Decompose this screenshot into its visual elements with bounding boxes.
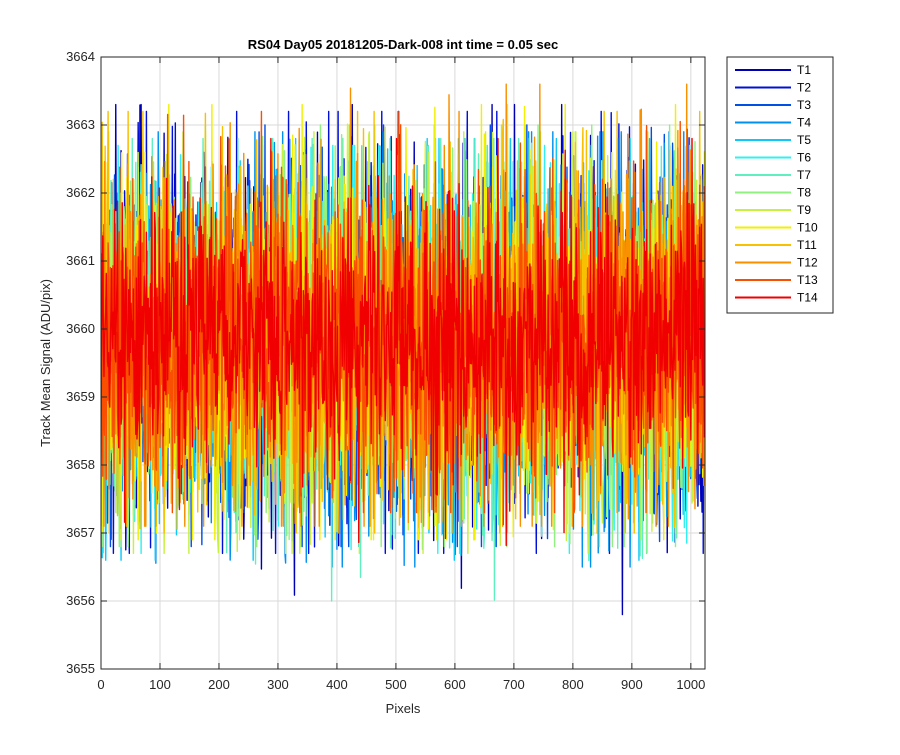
legend-label-t14: T14 xyxy=(797,291,818,305)
legend-items: T1 T2 T3 T4 T5 T6 T7 T8 T9 T10 T11 T12 T13 T14 xyxy=(735,63,818,305)
y-tick-label: 3661 xyxy=(66,253,95,268)
x-axis-label: Pixels xyxy=(386,701,421,716)
x-tick-label: 600 xyxy=(444,677,466,692)
legend-label-t7: T7 xyxy=(797,168,811,182)
legend-label-t12: T12 xyxy=(797,256,818,270)
y-axis-label: Track Mean Signal (ADU/pix) xyxy=(38,279,53,447)
legend-label-t6: T6 xyxy=(797,151,811,165)
legend-label-t11: T11 xyxy=(797,238,817,252)
x-tick-label: 300 xyxy=(267,677,289,692)
legend-label-t13: T13 xyxy=(797,273,818,287)
x-tick-label: 100 xyxy=(149,677,171,692)
series-lines xyxy=(101,83,705,616)
x-tick-label: 400 xyxy=(326,677,348,692)
x-tick-label: 1000 xyxy=(676,677,705,692)
y-tick-label: 3664 xyxy=(66,49,95,64)
y-tick-label: 3657 xyxy=(66,525,95,540)
legend-label-t8: T8 xyxy=(797,186,811,200)
y-tick-label: 3662 xyxy=(66,185,95,200)
legend-label-t3: T3 xyxy=(797,98,811,112)
y-tick-label: 3659 xyxy=(66,389,95,404)
legend-label-t9: T9 xyxy=(797,203,811,217)
x-tick-label: 0 xyxy=(97,677,104,692)
y-tick-label: 3663 xyxy=(66,117,95,132)
y-tick-label: 3656 xyxy=(66,593,95,608)
x-tick-label: 200 xyxy=(208,677,230,692)
legend-label-t1: T1 xyxy=(797,63,811,77)
axis-ticks: 0 100 200 300 400 500 600 700 800 900 1000 3655 3656… xyxy=(66,49,705,692)
legend-label-t5: T5 xyxy=(797,133,811,147)
series-line-t14 xyxy=(101,137,705,547)
legend-label-t4: T4 xyxy=(797,116,811,130)
x-tick-label: 700 xyxy=(503,677,525,692)
legend-label-t10: T10 xyxy=(797,221,818,235)
legend-label-t2: T2 xyxy=(797,81,811,95)
x-tick-label: 900 xyxy=(621,677,643,692)
plot-frame xyxy=(100,56,706,670)
legend-box xyxy=(726,56,834,314)
y-tick-label: 3660 xyxy=(66,321,95,336)
chart-title: RS04 Day05 20181205-Dark-008 int time = … xyxy=(248,37,558,52)
y-tick-label: 3655 xyxy=(66,661,95,676)
x-tick-label: 500 xyxy=(385,677,407,692)
legend[interactable]: T1 T2 T3 T4 T5 T6 T7 T8 T9 T10 T11 T12 T13 T14 xyxy=(726,56,834,314)
x-tick-label: 800 xyxy=(562,677,584,692)
y-tick-label: 3658 xyxy=(66,457,95,472)
